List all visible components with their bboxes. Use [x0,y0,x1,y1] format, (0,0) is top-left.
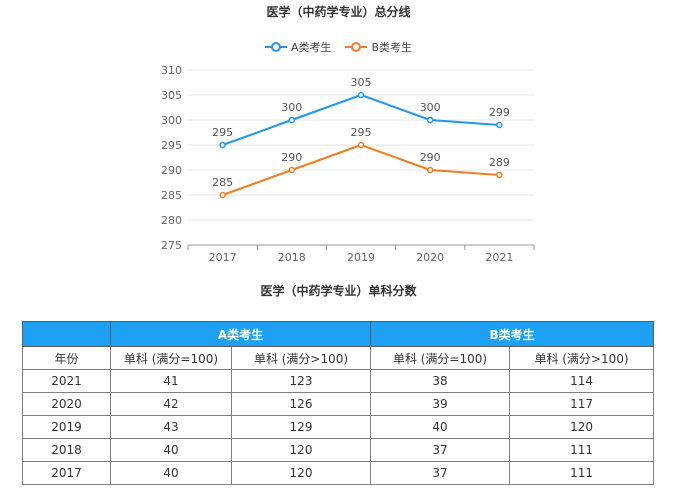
group-a-header: A类考生 [109,321,372,347]
chart-title: 医学（中药学专业）总分线 [266,5,411,19]
table-row: 2021 41 123 38 114 [22,369,655,393]
data-point [357,91,365,99]
table-cell: 120 [509,415,655,439]
data-point [219,191,226,199]
col-header-a-100: 单科 (满分=100) [110,346,232,370]
legend-item-b[interactable]: B类考生 [345,39,412,55]
col-header-b-100: 单科 (满分=100) [370,346,511,370]
data-point [288,166,296,174]
table-cell: 114 [509,369,655,393]
table-cell: 41 [110,369,232,393]
table-cell: 2020 [22,392,111,416]
data-label: 299 [489,106,510,119]
table-cell: 2017 [22,461,111,485]
data-label: 305 [351,76,372,89]
data-point [288,116,296,124]
data-label: 290 [420,151,441,164]
table-cell: 2019 [22,415,111,439]
data-point [426,116,434,124]
table-cell: 111 [509,461,655,485]
y-tick-label: 300 [161,114,182,127]
table-column-header-row: 年份 单科 (满分=100) 单科 (满分>100) 单科 (满分=100) 单… [22,346,655,370]
table-cell: 120 [230,438,372,462]
data-label: 295 [351,126,372,139]
chart-legend: A类考生 B类考生 [0,39,677,55]
data-point [496,171,503,179]
col-header-year: 年份 [22,346,111,370]
table-cell: 40 [110,461,232,485]
table-cell: 38 [370,369,511,393]
table-cell: 126 [230,392,372,416]
x-tick-label: 2021 [485,251,513,264]
x-tick-label: 2020 [416,251,444,264]
data-label: 300 [281,101,302,114]
data-point [219,141,226,149]
legend-b-swatch-icon [345,41,368,53]
y-tick-label: 290 [161,164,182,177]
table-row: 2018 40 120 37 111 [22,438,655,462]
y-tick-label: 310 [161,64,182,77]
table-cell: 120 [230,461,372,485]
table-row: 2019 43 129 40 120 [22,415,655,439]
table-cell: 40 [370,415,511,439]
data-label: 300 [420,101,441,114]
table-cell: 117 [509,392,655,416]
x-tick-label: 2017 [209,251,237,264]
data-label: 289 [489,156,510,169]
data-point [496,121,503,129]
table-corner-cell [22,321,111,347]
scores-table: A类考生 B类考生 年份 单科 (满分=100) 单科 (满分>100) 单科 … [22,321,655,485]
data-point [357,141,365,149]
legend-b-label: B类考生 [371,41,413,54]
table-cell: 2018 [22,438,111,462]
x-tick-label: 2018 [278,251,306,264]
table-cell: 40 [110,438,232,462]
table-title: 医学（中药学专业）单科分数 [260,284,417,298]
col-header-b-over100: 单科 (满分>100) [509,346,655,370]
table-cell: 37 [370,461,511,485]
y-tick-label: 305 [161,89,182,102]
table-cell: 111 [509,438,655,462]
table-cell: 123 [230,369,372,393]
group-b-header: B类考生 [370,321,655,347]
table-cell: 42 [110,392,232,416]
data-label: 290 [281,151,302,164]
table-cell: 37 [370,438,511,462]
table-row: 2020 42 126 39 117 [22,392,655,416]
x-tick-label: 2019 [347,251,375,264]
data-label: 285 [212,176,233,189]
table-cell: 39 [370,392,511,416]
table-cell: 43 [110,415,232,439]
data-label: 295 [212,126,233,139]
y-tick-label: 275 [161,239,182,252]
y-tick-label: 285 [161,189,182,202]
data-point [426,166,434,174]
line-chart: 275 280 285 290 295 300 305 310 2017 2018 2019 2020… [161,64,535,264]
legend-a-swatch-icon [264,41,287,53]
col-header-a-over100: 单科 (满分>100) [230,346,372,370]
table-cell: 2021 [22,369,111,393]
table-group-header-row: A类考生 B类考生 [22,321,655,347]
legend-a-label: A类考生 [290,41,332,54]
legend-item-a[interactable]: A类考生 [264,39,332,55]
y-tick-label: 280 [161,214,182,227]
y-tick-label: 295 [161,139,182,152]
table-row: 2017 40 120 37 111 [22,461,655,485]
table-cell: 129 [230,415,372,439]
